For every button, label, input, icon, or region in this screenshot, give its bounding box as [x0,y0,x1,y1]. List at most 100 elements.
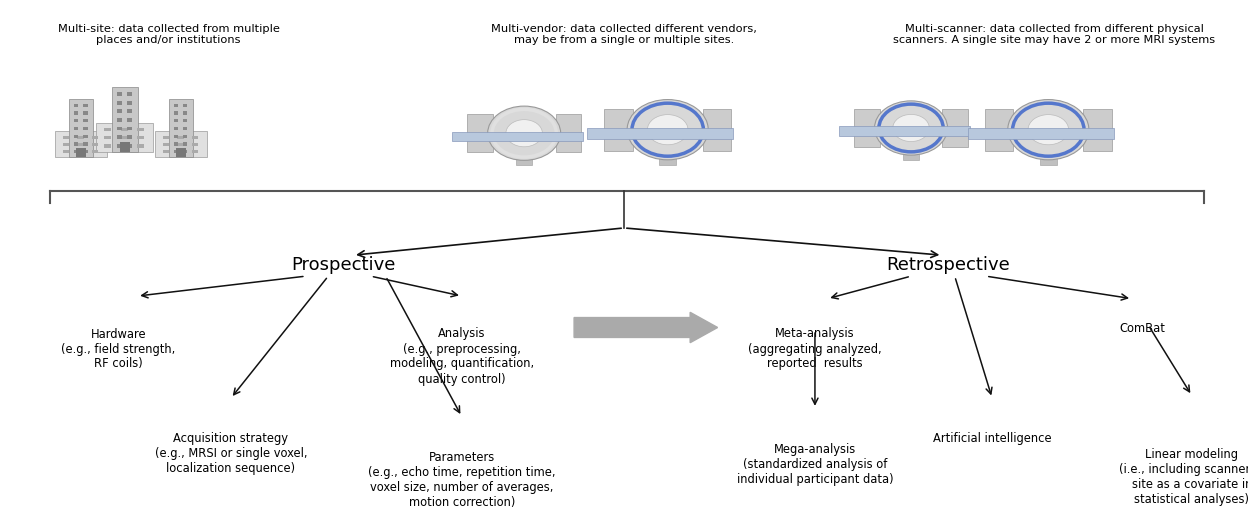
Ellipse shape [1028,115,1068,145]
Bar [604,108,633,151]
Text: Multi-site: data collected from multiple
places and/or institutions: Multi-site: data collected from multiple… [57,24,280,45]
Ellipse shape [892,114,930,141]
Bar [77,136,84,138]
Bar [183,135,187,138]
Bar [1083,108,1112,151]
Bar [173,150,178,154]
Bar [74,119,79,123]
Bar [904,136,919,160]
Ellipse shape [875,101,947,155]
Bar [92,143,99,146]
Bar [121,136,127,139]
Bar [117,127,121,130]
Bar [55,131,107,157]
Bar [62,143,69,146]
Bar [183,104,187,107]
Bar [120,142,130,152]
Bar [162,150,168,154]
Bar [183,112,187,115]
Bar [77,143,84,146]
Bar [76,148,86,157]
Bar [173,135,178,138]
Bar [62,150,69,154]
Text: ComBat: ComBat [1119,322,1164,335]
Bar [176,148,186,157]
Ellipse shape [488,106,560,160]
Ellipse shape [1008,100,1088,160]
Bar [112,88,137,152]
Bar [137,136,144,139]
Bar [117,144,121,148]
Text: Prospective: Prospective [291,256,396,274]
Bar [173,119,178,123]
Text: Multi-vendor: data collected different vendors,
may be from a single or multiple: Multi-vendor: data collected different v… [490,24,758,45]
Bar [854,109,880,147]
Bar [74,127,79,130]
Bar [84,127,87,130]
Bar [177,136,183,138]
Bar [84,104,87,107]
Bar [192,143,198,146]
Bar [121,145,127,148]
Bar [588,128,734,139]
Bar [121,128,127,131]
Bar [84,150,87,154]
Bar [127,135,132,139]
Text: Mega-analysis
(standardized analysis of
individual participant data): Mega-analysis (standardized analysis of … [736,443,894,486]
Bar [985,108,1013,151]
Bar [127,127,132,130]
Bar [137,128,144,131]
Bar [1040,139,1057,165]
Text: Acquisition strategy
(e.g., MRSI or single voxel,
localization sequence): Acquisition strategy (e.g., MRSI or sing… [155,432,307,475]
Bar [155,131,207,157]
Ellipse shape [628,100,709,160]
Bar [177,150,183,154]
Bar [942,109,968,147]
Bar [467,114,493,152]
Bar [70,100,92,157]
FancyArrow shape [574,312,718,343]
Bar [84,143,87,146]
Bar [137,145,144,148]
Text: Linear modeling
(i.e., including scanner or
site as a covariate in
statistical a: Linear modeling (i.e., including scanner… [1118,448,1248,506]
Bar [74,104,79,107]
Bar [127,118,132,122]
Bar [74,143,79,146]
Bar [968,128,1114,139]
Bar [74,135,79,138]
Text: Parameters
(e.g., echo time, repetition time,
voxel size, number of averages,
mo: Parameters (e.g., echo time, repetition … [368,451,555,509]
Bar [96,123,154,152]
Bar [173,143,178,146]
Text: Retrospective: Retrospective [886,256,1011,274]
Bar [117,110,121,113]
Bar [62,136,69,138]
Bar [127,92,132,96]
Bar [177,143,183,146]
Bar [183,119,187,123]
Bar [659,139,676,165]
Text: Multi-scanner: data collected from different physical
scanners. A single site ma: Multi-scanner: data collected from diffe… [894,24,1216,45]
Bar [452,132,583,141]
Bar [555,114,582,152]
Bar [117,118,121,122]
Bar [173,112,178,115]
Bar [105,136,111,139]
Ellipse shape [505,119,543,147]
Bar [170,100,192,157]
Bar [173,104,178,107]
Bar [192,150,198,154]
Bar [703,108,731,151]
Bar [183,127,187,130]
Text: Meta-analysis
(aggregating analyzed,
reported  results: Meta-analysis (aggregating analyzed, rep… [748,328,882,370]
Bar [127,144,132,148]
Bar [162,136,168,138]
Bar [183,143,187,146]
Bar [162,143,168,146]
Bar [173,127,178,130]
Bar [84,119,87,123]
Bar [74,112,79,115]
Bar [92,150,99,154]
Bar [517,141,532,165]
Text: Hardware
(e.g., field strength,
RF coils): Hardware (e.g., field strength, RF coils… [61,328,176,370]
Bar [839,126,970,136]
